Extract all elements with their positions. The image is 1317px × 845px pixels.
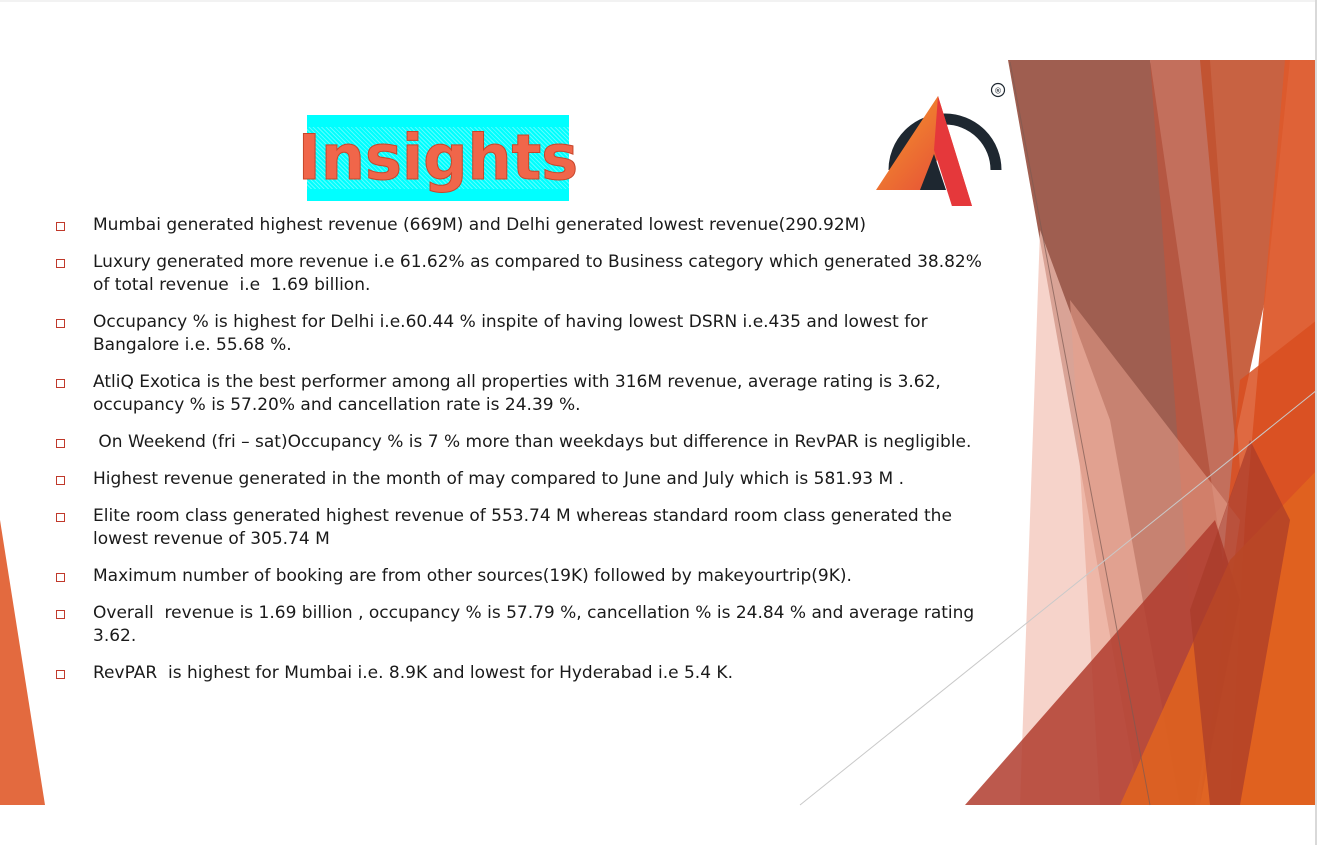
list-item: Occupancy % is highest for Delhi i.e.60.… [56, 311, 996, 357]
insights-list: Mumbai generated highest revenue (669M) … [56, 214, 996, 699]
list-item: RevPAR is highest for Mumbai i.e. 8.9K a… [56, 662, 996, 685]
top-border [0, 0, 1317, 2]
square-bullet-icon [56, 259, 65, 268]
square-bullet-icon [56, 573, 65, 582]
list-item-text: Occupancy % is highest for Delhi i.e.60.… [93, 312, 933, 355]
list-item: Overall revenue is 1.69 billion , occupa… [56, 602, 996, 648]
list-item: AtliQ Exotica is the best performer amon… [56, 371, 996, 417]
square-bullet-icon [56, 513, 65, 522]
list-item-text: AtliQ Exotica is the best performer amon… [93, 372, 947, 415]
list-item: On Weekend (fri – sat)Occupancy % is 7 %… [56, 431, 996, 454]
list-item-text: Overall revenue is 1.69 billion , occupa… [93, 603, 980, 646]
list-item-text: On Weekend (fri – sat)Occupancy % is 7 %… [93, 432, 972, 452]
list-item-text: Highest revenue generated in the month o… [93, 469, 905, 489]
square-bullet-icon [56, 379, 65, 388]
registered-mark: ® [994, 87, 1002, 96]
atliq-logo-icon: ® [876, 82, 1006, 206]
list-item-text: Mumbai generated highest revenue (669M) … [93, 215, 866, 235]
title-box: Insights [297, 115, 579, 201]
list-item-text: Elite room class generated highest reven… [93, 506, 958, 549]
square-bullet-icon [56, 476, 65, 485]
list-item-text: Luxury generated more revenue i.e 61.62%… [93, 252, 988, 295]
list-item-text: RevPAR is highest for Mumbai i.e. 8.9K a… [93, 663, 733, 683]
square-bullet-icon [56, 610, 65, 619]
page-title: Insights [297, 121, 579, 194]
list-item: Elite room class generated highest reven… [56, 505, 996, 551]
square-bullet-icon [56, 222, 65, 231]
list-item: Highest revenue generated in the month o… [56, 468, 996, 491]
list-item: Mumbai generated highest revenue (669M) … [56, 214, 996, 237]
list-item: Maximum number of booking are from other… [56, 565, 996, 588]
square-bullet-icon [56, 439, 65, 448]
square-bullet-icon [56, 319, 65, 328]
right-border [1315, 0, 1317, 845]
list-item-text: Maximum number of booking are from other… [93, 566, 852, 586]
square-bullet-icon [56, 670, 65, 679]
list-item: Luxury generated more revenue i.e 61.62%… [56, 251, 996, 297]
